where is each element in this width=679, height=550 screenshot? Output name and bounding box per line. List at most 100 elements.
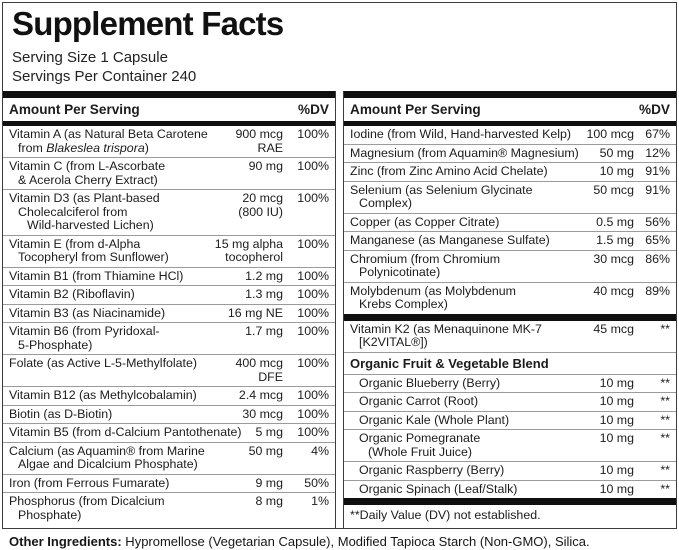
- nutrient-amount: 5 mg: [255, 425, 283, 440]
- nutrient-name-line: Polynicotinate): [350, 265, 589, 280]
- nutrient-name-line: Organic Pomegranate: [359, 431, 596, 446]
- nutrient-dv: 65%: [645, 233, 670, 247]
- other-ingredients: Other Ingredients: Hypromellose (Vegetar…: [9, 534, 677, 550]
- name-segment: Vitamin B2 (Riboflavin): [9, 287, 135, 301]
- nutrient-amount: 10 mg: [599, 375, 634, 391]
- nutrient-name-line: Calcium (as Aquamin® from Marine: [9, 444, 245, 459]
- percent-dv-label: %DV: [639, 102, 670, 117]
- nutrient-name: Biotin (as D-Biotin): [9, 406, 238, 422]
- nutrient-row: Vitamin B6 (from Pyridoxal- 5-Phosphate) 1…: [3, 322, 335, 354]
- nutrient-amount: 30 mcg: [242, 407, 283, 422]
- nutrient-name-line: Algae and Dicalcium Phosphate): [9, 457, 245, 472]
- nutrient-amount: 9 mg: [255, 476, 283, 491]
- nutrient-dv: **: [660, 431, 670, 445]
- nutrient-amount-line: 90 mg: [248, 159, 283, 173]
- nutrient-amount: 50 mg: [600, 146, 634, 161]
- nutrient-name-line: Magnesium (from Aquamin® Magnesium): [350, 145, 596, 161]
- nutrient-row: Iodine (from Wild, Hand-harvested Kelp) 1…: [344, 126, 676, 144]
- nutrient-name: Vitamin B5 (from d-Calcium Pantothenate): [9, 425, 251, 440]
- name-segment: Iron (from Ferrous Fumarate): [9, 475, 170, 490]
- nutrient-row: Zinc (from Zinc Amino Acid Chelate) 10 mg…: [344, 162, 676, 181]
- nutrient-name: Organic Spinach (Leaf/Stalk): [350, 482, 596, 497]
- nutrient-row: Copper (as Copper Citrate) 0.5 mg 56%: [344, 212, 676, 232]
- nutrient-dv: 1%: [311, 494, 329, 508]
- nutrient-amount-line: 10 mg: [599, 394, 634, 408]
- nutrient-dv: 50%: [304, 475, 329, 490]
- nutrient-name-line: Folate (as Active L-5-Methylfolate): [9, 356, 231, 371]
- nutrient-amount-line: 10 mg: [599, 164, 634, 178]
- nutrient-name: Vitamin B1 (from Thiamine HCl): [9, 268, 241, 284]
- nutrient-amount-line: 16 mg NE: [227, 305, 283, 320]
- nutrient-amount-line: 50 mg: [248, 443, 283, 458]
- nutrient-name: Zinc (from Zinc Amino Acid Chelate): [350, 164, 596, 179]
- name-segment: Organic Blueberry (Berry): [359, 375, 501, 390]
- name-segment: Folate (as Active L-5-Methylfolate): [9, 356, 198, 370]
- nutrient-row: Calcium (as Aquamin® from Marine Algae an…: [3, 441, 335, 474]
- name-segment: Vitamin D3 (as Plant-based: [9, 191, 160, 205]
- nutrient-name-line: Biotin (as D-Biotin): [9, 406, 238, 422]
- nutrient-dv: 91%: [645, 164, 670, 178]
- species-name-italic: Blakeslea trispora: [46, 140, 145, 155]
- name-segment: ): [144, 140, 149, 155]
- nutrient-dv: **: [660, 412, 670, 427]
- nutrient-name-line: (Whole Fruit Juice): [359, 445, 596, 460]
- nutrient-amount: 10 mg: [600, 431, 634, 446]
- nutrient-name: Copper (as Copper Citrate): [350, 214, 592, 230]
- nutrient-amount-line: 8 mg: [255, 494, 283, 508]
- nutrient-row: Organic Blueberry (Berry) 10 mg **: [344, 373, 676, 393]
- nutrient-amount-line: 400 mcg: [235, 356, 283, 370]
- servings-per-container: Servings Per Container 240: [12, 68, 197, 85]
- nutrient-amount-line: 1.3 mg: [245, 287, 283, 301]
- nutrient-name-line: Vitamin C (from L-Ascorbate: [9, 159, 245, 174]
- nutrient-name-line: Vitamin B1 (from Thiamine HCl): [9, 268, 241, 284]
- nutrient-amount-line: 0.5 mg: [596, 214, 634, 229]
- nutrient-name-line: Vitamin E (from d-Alpha: [9, 237, 211, 252]
- nutrient-name: Vitamin K2 (as Menaquinone MK-7 [K2VITAL®…: [350, 322, 589, 350]
- nutrient-name: Iodine (from Wild, Hand-harvested Kelp): [350, 127, 582, 142]
- nutrient-row: Vitamin D3 (as Plant-based Cholecalcifero…: [3, 189, 335, 235]
- name-segment: Magnesium (from Aquamin® Magnesium): [350, 145, 579, 160]
- left-nutrient-table: Amount Per Serving %DV Vitamin A (as Natur…: [3, 91, 336, 528]
- nutrient-name: Manganese (as Manganese Sulfate): [350, 233, 592, 248]
- nutrient-name: Organic Carrot (Root): [350, 394, 596, 409]
- nutrient-dv: 56%: [645, 214, 670, 229]
- nutrient-row: Selenium (as Selenium Glycinate Complex) 5…: [344, 180, 676, 213]
- nutrient-dv: **: [660, 481, 670, 496]
- nutrient-name: Vitamin B6 (from Pyridoxal- 5-Phosphate): [9, 324, 241, 353]
- nutrient-amount: 15 mg alpha tocopherol: [215, 237, 283, 265]
- nutrient-dv: 100%: [297, 356, 329, 370]
- name-segment: Krebs Complex): [359, 297, 448, 311]
- nutrient-dv: 12%: [645, 145, 670, 160]
- nutrient-dv: 100%: [297, 236, 329, 251]
- nutrient-row: Vitamin B3 (as Niacinamide) 16 mg NE 100%: [3, 303, 335, 323]
- nutrient-name: Vitamin D3 (as Plant-based Cholecalcifero…: [9, 191, 234, 233]
- nutrient-row: Organic Carrot (Root) 10 mg **: [344, 392, 676, 411]
- amount-per-serving-label: Amount Per Serving: [350, 102, 481, 117]
- nutrient-amount-line: (800 IU): [238, 204, 283, 219]
- nutrient-name: Folate (as Active L-5-Methylfolate): [9, 356, 231, 371]
- nutrient-amount-line: 10 mg: [599, 375, 634, 390]
- thick-divider: [344, 121, 676, 126]
- percent-dv-label: %DV: [298, 102, 329, 117]
- name-segment: Polynicotinate): [359, 265, 441, 279]
- nutrient-name: Organic Raspberry (Berry): [350, 463, 596, 478]
- blend-section-label: Organic Fruit & Vegetable Blend: [350, 355, 549, 371]
- name-segment: Organic Carrot (Root): [359, 394, 479, 408]
- thick-divider: [344, 91, 676, 98]
- nutrient-row: Folate (as Active L-5-Methylfolate) 400 m…: [3, 354, 335, 386]
- nutrient-name-line: [K2VITAL®]): [350, 335, 589, 350]
- nutrient-amount-line: 10 mg: [599, 481, 634, 496]
- nutrient-dv: 100%: [297, 287, 329, 301]
- thick-divider: [3, 121, 335, 126]
- name-segment: Copper (as Copper Citrate): [350, 214, 500, 229]
- nutrient-name-line: 5-Phosphate): [9, 338, 241, 353]
- name-segment: Vitamin B6 (from Pyridoxal-: [9, 324, 160, 338]
- name-segment: Organic Kale (Whole Plant): [359, 412, 510, 427]
- nutrient-name: Organic Pomegranate (Whole Fruit Juice): [350, 431, 596, 460]
- name-segment: Biotin (as D-Biotin): [9, 406, 113, 421]
- name-segment: Vitamin B1 (from Thiamine HCl): [9, 268, 184, 283]
- name-segment: Selenium (as Selenium Glycinate: [350, 182, 533, 197]
- name-segment: [K2VITAL®]): [359, 335, 428, 349]
- nutrient-dv: 100%: [297, 425, 329, 439]
- nutrient-amount-line: 1.2 mg: [245, 268, 283, 283]
